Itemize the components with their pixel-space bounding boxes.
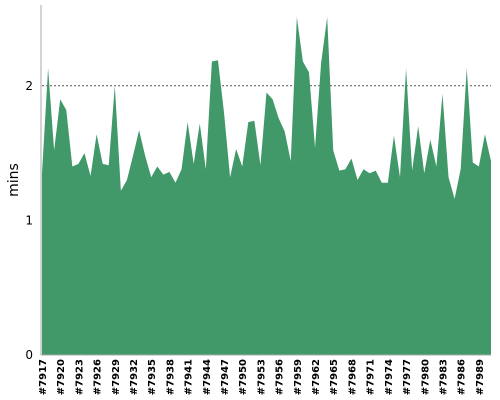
- y-tick-label: 2: [25, 79, 33, 93]
- x-tick-label: #7974: [384, 359, 395, 395]
- x-tick-labels: #7917 #7920 #7923 #7926 #7929 #7932 #7935 #7938…: [38, 359, 486, 395]
- x-tick-label: #7929: [111, 359, 122, 395]
- duration-area-series: [42, 17, 491, 356]
- x-tick-label: #7968: [347, 359, 358, 395]
- x-tick-label: #7986: [457, 359, 468, 395]
- x-tick-label: #7941: [184, 359, 195, 395]
- x-tick-label: #7935: [147, 359, 158, 395]
- x-tick-label: #7956: [275, 359, 286, 395]
- x-tick-label: #7932: [129, 359, 140, 395]
- x-tick-label: #7953: [256, 359, 267, 395]
- x-tick-label: #7920: [56, 359, 67, 395]
- x-tick-label: #7989: [475, 359, 486, 395]
- x-tick-label: #7938: [165, 359, 176, 395]
- x-tick-label: #7944: [202, 359, 213, 395]
- x-tick-label: #7959: [293, 359, 304, 395]
- axes: [40, 5, 491, 356]
- x-tick-label: #7923: [74, 359, 85, 395]
- x-tick-label: #7947: [220, 359, 231, 395]
- x-tick-label: #7971: [366, 359, 377, 395]
- y-tick-label: 0: [25, 348, 33, 362]
- y-tick-label: 1: [25, 213, 33, 227]
- x-tick-label: #7917: [38, 359, 49, 395]
- x-tick-label: #7977: [402, 359, 413, 395]
- x-tick-label: #7980: [420, 359, 431, 395]
- y-tick-labels: 0 1 2: [25, 79, 33, 362]
- x-tick-label: #7926: [93, 359, 104, 395]
- x-tick-label: #7950: [238, 359, 249, 395]
- y-axis-label: mins: [6, 163, 22, 197]
- x-tick-label: #7983: [438, 359, 449, 395]
- x-tick-label: #7962: [311, 359, 322, 395]
- x-tick-label: #7965: [329, 359, 340, 395]
